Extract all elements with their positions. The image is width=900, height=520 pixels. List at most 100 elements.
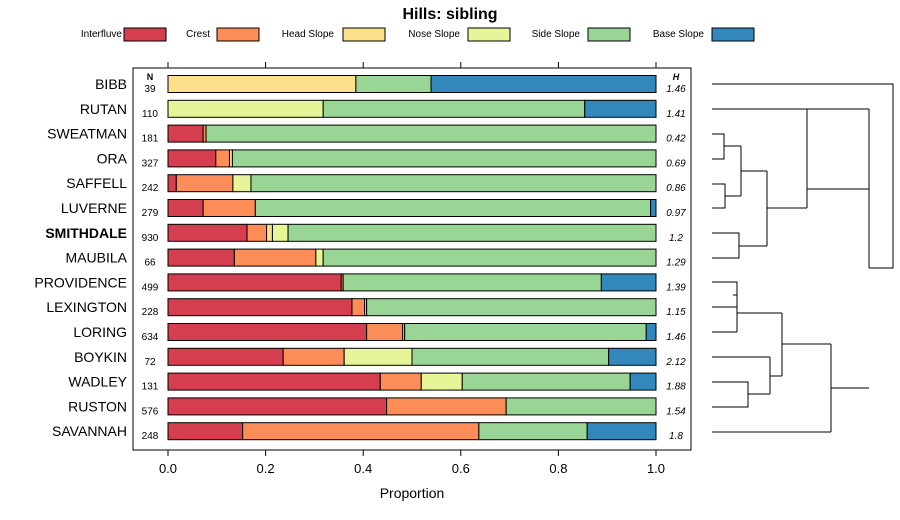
legend-swatch-nose-slope	[467, 27, 511, 42]
n-value-smithdale: 930	[142, 233, 159, 244]
legend-swatch-crest	[216, 27, 260, 42]
bar-segment-providence-interfluve	[167, 273, 342, 292]
soil-label-bibb: BIBB	[95, 76, 127, 92]
bar-segment-bibb-base-slope	[430, 75, 657, 93]
n-value-loring: 634	[142, 332, 159, 343]
soil-label-lexington: LEXINGTON	[46, 299, 127, 315]
soil-label-savannah: SAVANNAH	[52, 423, 127, 439]
bar-segment-smithdale-nose-slope	[271, 223, 289, 242]
h-value-smithdale: 1.2	[669, 233, 683, 244]
bar-segment-savannah-side-slope	[478, 422, 588, 441]
bar-segment-savannah-interfluve	[167, 422, 244, 441]
bar-segment-boykin-side-slope	[411, 347, 610, 366]
legend-swatch-side-slope	[587, 27, 631, 42]
bar-segment-luverne-side-slope	[254, 199, 652, 217]
h-value-sweatman: 0.42	[666, 134, 686, 145]
h-value-wadley: 1.88	[666, 382, 686, 393]
bar-segment-smithdale-crest	[246, 223, 268, 242]
bar-segment-sweatman-side-slope	[205, 124, 657, 143]
x-tick-label-5: 1.0	[647, 461, 665, 476]
legend-swatch-interfluve	[123, 27, 167, 42]
bar-segment-maubila-interfluve	[167, 248, 235, 267]
bar-segment-boykin-interfluve	[167, 347, 284, 366]
h-value-providence: 1.39	[666, 282, 686, 293]
soil-labels: BIBB 39 1.46 RUTAN 110 1.41 SWEATMAN 181 0.42 ORA…	[34, 76, 686, 442]
soil-label-boykin: BOYKIN	[74, 349, 127, 365]
bar-segment-lexington-crest	[351, 298, 366, 317]
bar-segment-luverne-base-slope	[650, 199, 657, 217]
soil-label-maubila: MAUBILA	[66, 250, 128, 266]
legend-swatch-base-slope	[711, 27, 755, 42]
h-value-boykin: 2.12	[665, 357, 686, 368]
n-value-luverne: 279	[142, 208, 159, 219]
bar-segment-bibb-side-slope	[355, 75, 432, 93]
legend-label-interfluve: Interfluve	[81, 29, 123, 40]
dendrogram-branch-21	[712, 381, 749, 408]
bar-rows	[167, 75, 657, 441]
n-value-savannah: 248	[142, 431, 159, 442]
bar-segment-smithdale-side-slope	[287, 223, 657, 242]
bar-segment-maubila-side-slope	[322, 248, 657, 267]
bar-segment-maubila-nose-slope	[315, 248, 324, 267]
x-tick-label-3: 0.6	[452, 461, 470, 476]
n-value-saffell: 242	[142, 183, 159, 194]
bar-segment-ruston-interfluve	[167, 397, 388, 416]
bar-segment-providence-side-slope	[342, 273, 602, 292]
dendrogram-branch-10	[712, 232, 740, 259]
bar-segment-loring-crest	[366, 323, 404, 341]
bar-segment-ora-crest	[215, 149, 230, 168]
plot-frame	[132, 67, 692, 451]
x-tick-label-0: 0.0	[159, 461, 177, 476]
bar-segment-maubila-crest	[233, 248, 317, 267]
soil-label-ruston: RUSTON	[68, 398, 127, 414]
dendrogram-branch-6	[712, 183, 726, 209]
bar-segment-luverne-crest	[202, 199, 256, 217]
h-value-ruston: 1.54	[666, 406, 686, 417]
n-value-providence: 499	[142, 282, 159, 293]
soil-label-rutan: RUTAN	[80, 101, 127, 117]
legend-label-nose-slope: Nose Slope	[408, 29, 460, 40]
h-value-maubila: 1.29	[666, 258, 686, 269]
soil-label-sweatman: SWEATMAN	[47, 126, 127, 142]
bar-segment-loring-side-slope	[404, 323, 647, 341]
bar-segment-wadley-crest	[379, 372, 422, 391]
n-value-maubila: 66	[144, 258, 156, 269]
legend-label-side-slope: Side Slope	[532, 29, 581, 40]
bar-segment-rutan-base-slope	[584, 99, 657, 118]
bar-segment-wadley-interfluve	[167, 372, 381, 391]
bar-segment-lexington-interfluve	[167, 298, 353, 317]
bar-segment-saffell-interfluve	[167, 174, 177, 193]
bar-segment-saffell-nose-slope	[232, 174, 252, 193]
dendrogram-branch-3	[806, 109, 869, 190]
h-value-ora: 0.69	[666, 158, 686, 169]
x-tick-label-1: 0.2	[257, 461, 275, 476]
bar-segment-wadley-base-slope	[629, 372, 657, 391]
n-value-lexington: 228	[142, 307, 159, 318]
n-value-sweatman: 181	[142, 134, 159, 145]
n-value-bibb: 39	[144, 84, 156, 95]
dendrogram-branch-4	[712, 133, 725, 160]
bar-segment-boykin-crest	[282, 347, 345, 366]
bar-segment-ora-interfluve	[167, 149, 217, 168]
bar-segment-rutan-nose-slope	[167, 99, 324, 118]
bar-segment-lexington-side-slope	[366, 298, 657, 317]
bar-segment-saffell-crest	[175, 174, 234, 193]
bar-segment-saffell-side-slope	[250, 174, 657, 193]
bar-segment-boykin-nose-slope	[343, 347, 413, 366]
soil-label-luverne: LUVERNE	[61, 200, 127, 216]
chart-title: Hills: sibling	[402, 6, 497, 23]
h-value-loring: 1.46	[666, 332, 686, 343]
bar-segment-savannah-base-slope	[586, 422, 657, 441]
bar-segment-wadley-nose-slope	[420, 372, 463, 391]
h-column-header: H	[673, 72, 680, 82]
bar-segment-providence-base-slope	[600, 273, 657, 292]
bar-segment-ruston-crest	[386, 397, 507, 416]
h-value-savannah: 1.8	[669, 431, 683, 442]
bar-segment-boykin-base-slope	[608, 347, 657, 366]
bar-segment-savannah-crest	[242, 422, 480, 441]
dendrogram-branch-0	[712, 83, 894, 269]
bar-segment-smithdale-interfluve	[167, 223, 248, 242]
h-value-lexington: 1.15	[666, 307, 686, 318]
bar-segment-sweatman-interfluve	[167, 124, 204, 143]
